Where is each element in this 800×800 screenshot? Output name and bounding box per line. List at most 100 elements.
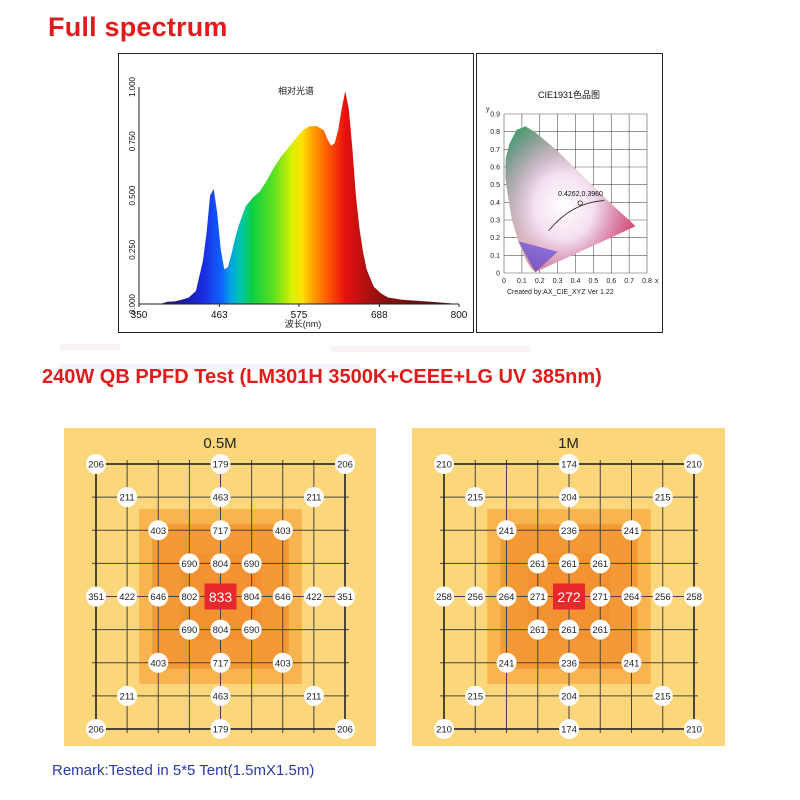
cie-x-tick-label: 0.5 [589, 278, 599, 285]
ppfd-value: 179 [213, 460, 229, 471]
cie-y-tick-label: 0.3 [490, 218, 500, 225]
ppfd-value: 174 [561, 460, 577, 471]
ppfd-value: 403 [150, 526, 166, 537]
spectrum-y-tick-label: 0.250 [128, 239, 137, 260]
spectrum-chart-panel: 350 463 575 688 800 0.000 0.250 0.500 0.750 1.000… [118, 53, 474, 333]
ppfd-value: 210 [436, 725, 452, 736]
cie-chart: CIE1931色品图 0.4262,0.3960 0 0.1 0.2 0.3 0.4 0.5 0… [486, 89, 659, 296]
spectrum-x-tick-label: 575 [291, 310, 308, 321]
ppfd-grid-05m: 0.5M 206 179 206 211 463 211 403 717 403 690 804 690… [64, 428, 376, 746]
spectrum-x-tick-label: 800 [451, 310, 468, 321]
spectrum-x-tick-label: 350 [131, 310, 148, 321]
cie-footer: Created by:AX_CIE_XYZ Ver 1.22 [507, 289, 614, 296]
ppfd-point [496, 520, 517, 541]
ppfd-value: 463 [213, 691, 229, 702]
ppfd-point [148, 652, 169, 673]
ppfd-value-center: 272 [557, 589, 581, 605]
ppfd-point [684, 454, 704, 474]
ppfd-value: 215 [655, 493, 671, 504]
ppfd-value: 204 [561, 691, 577, 702]
center-highlight [553, 583, 585, 610]
ppfd-value: 211 [120, 493, 135, 504]
ppfd-value: 802 [181, 592, 197, 603]
ppfd-point [652, 685, 673, 706]
cie-y-tick-label: 0.1 [490, 253, 500, 260]
ppfd-point [241, 553, 262, 574]
ppfd-point [86, 454, 106, 474]
cie-y-tick-label: 0.2 [490, 235, 500, 242]
ppfd-value: 271 [592, 592, 608, 603]
ppfd-value: 206 [88, 460, 104, 471]
cie-x-tick-label: 0.3 [553, 278, 563, 285]
ppfd-point [559, 719, 579, 739]
ppfd-point [335, 586, 355, 607]
ppfd-value: 215 [467, 493, 483, 504]
ppfd-grid-1m: 1M 210 174 210 215 204 215 241 236 241 261 261 261 25… [412, 428, 725, 746]
remark-text: Remark:Tested in 5*5 Tent(1.5mX1.5m) [52, 762, 315, 779]
ppfd-value: 215 [467, 691, 483, 702]
page-title: Full spectrum [48, 12, 228, 42]
cie-x-tick-label: 0.1 [517, 278, 527, 285]
ppfd-value: 264 [499, 592, 515, 603]
ppfd-point [434, 454, 454, 474]
ppfd-value: 261 [530, 559, 546, 570]
ppfd-point [684, 719, 704, 739]
ppfd-value: 804 [244, 592, 260, 603]
ppfd-value: 261 [530, 625, 546, 636]
ppfd-value: 236 [561, 526, 577, 537]
cie-chart-panel: CIE1931色品图 0.4262,0.3960 0 0.1 0.2 0.3 0.4 0.5 0… [476, 53, 663, 333]
spectrum-x-tick-label: 688 [371, 310, 388, 321]
ppfd-value: 236 [561, 658, 577, 669]
ppfd-point [210, 520, 231, 541]
spectrum-x-tick-label: 463 [211, 310, 228, 321]
ppfd-value: 690 [181, 625, 197, 636]
cie-title: CIE1931色品图 [538, 89, 600, 100]
ppfd-point [684, 586, 704, 607]
ppfd-value: 261 [592, 625, 608, 636]
ppfd-point [241, 619, 262, 640]
cie-blue-region [518, 241, 558, 273]
ppfd-point [210, 685, 231, 706]
ppfd-point [335, 719, 355, 739]
ppfd-point [117, 685, 138, 706]
ppfd-value: 179 [213, 725, 229, 736]
ppfd-point [590, 553, 611, 574]
cie-horseshoe-overlay [505, 126, 636, 273]
cie-y-tick-label: 0.9 [490, 112, 500, 119]
ppfd-value: 690 [244, 559, 260, 570]
spectrum-y-tick-label: 0.750 [128, 131, 137, 152]
spectrum-x-label: 波长(nm) [285, 318, 322, 329]
ppfd-value: 241 [499, 526, 515, 537]
ppfd-point [590, 619, 611, 640]
ppfd-value: 241 [624, 526, 640, 537]
ppfd-value: 403 [275, 658, 291, 669]
ppfd-point [86, 719, 106, 739]
ppfd-value: 422 [119, 592, 135, 603]
ppfd-point [148, 520, 169, 541]
ppfd-point [527, 553, 548, 574]
ppfd-value: 271 [530, 592, 546, 603]
ppfd-value: 690 [244, 625, 260, 636]
ppfd-value-center: 833 [209, 589, 233, 605]
ppfd-point [559, 619, 579, 640]
ppfd-point [434, 586, 454, 607]
cie-y-tick-label: 0.6 [490, 165, 500, 172]
ppfd-value: 690 [181, 559, 197, 570]
ppfd-value: 256 [467, 592, 483, 603]
ppfd-point [210, 454, 231, 474]
cie-y-label: y [486, 106, 490, 113]
ppfd-point [621, 520, 642, 541]
grid-title: 0.5M [203, 435, 236, 452]
ppfd-value: 804 [213, 559, 229, 570]
ppfd-value: 206 [337, 460, 353, 471]
ppfd-value: 646 [150, 592, 166, 603]
cie-x-tick-label: 0.2 [535, 278, 545, 285]
ppfd-value: 210 [686, 725, 702, 736]
ppfd-value: 717 [213, 658, 229, 669]
ppfd-value: 241 [499, 658, 515, 669]
ppfd-value: 258 [686, 592, 702, 603]
ppfd-point [303, 586, 324, 607]
ppfd-point [335, 454, 355, 474]
ppfd-value: 210 [436, 460, 452, 471]
cie-x-tick-label: 0.8 [642, 278, 652, 285]
